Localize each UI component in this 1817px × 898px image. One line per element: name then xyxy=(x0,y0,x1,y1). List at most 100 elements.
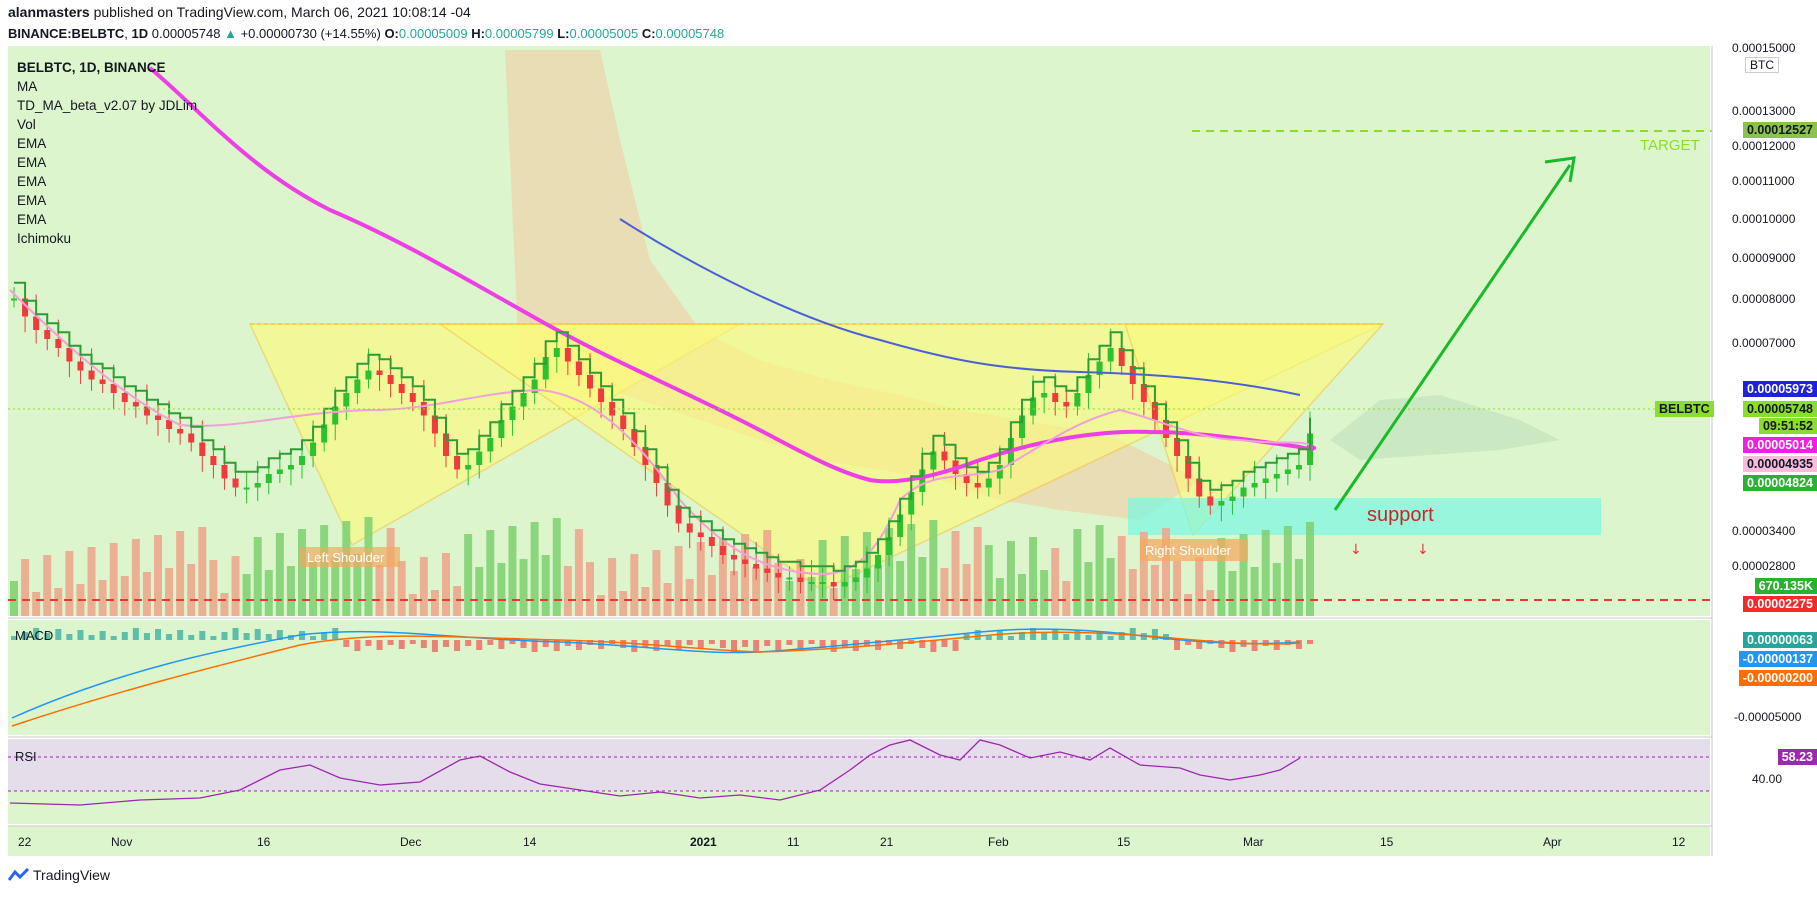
rsi-label[interactable]: RSI xyxy=(15,749,37,764)
legend-item-vol[interactable]: Vol xyxy=(17,117,36,132)
macd-histogram-bar xyxy=(919,640,926,648)
time-tick-label: 14 xyxy=(523,835,537,849)
candle-body xyxy=(332,406,339,425)
price-tick-label: 0.00013000 xyxy=(1732,104,1796,118)
candle-body xyxy=(166,420,173,429)
blue-ema-price-tag: 0.00005973 xyxy=(1742,381,1817,397)
volume-bar xyxy=(165,568,174,616)
volume-bar xyxy=(231,556,240,616)
volume-bar xyxy=(685,579,694,616)
macd-histogram-bar xyxy=(443,640,449,647)
macd-histogram-bar xyxy=(675,640,682,650)
macd-histogram-bar xyxy=(276,630,283,640)
volume-bar xyxy=(951,531,960,616)
candle-body xyxy=(1185,456,1192,479)
macd-histogram-bar xyxy=(387,640,394,645)
volume-bar xyxy=(829,588,838,616)
candle-body xyxy=(1163,420,1169,438)
macd-histogram-bar xyxy=(1019,632,1025,640)
candle-body xyxy=(55,339,62,348)
macd-histogram-bar xyxy=(553,640,560,651)
candle-body xyxy=(819,582,826,584)
candle-body xyxy=(1019,415,1025,438)
candle-body xyxy=(265,474,272,483)
macd-histogram-bar xyxy=(1218,640,1225,648)
support-price-tag: 0.00002275 xyxy=(1742,596,1817,612)
macd-histogram-bar xyxy=(354,640,361,651)
macd-label[interactable]: MACD xyxy=(15,628,54,643)
macd-histogram-bar xyxy=(321,632,328,640)
volume-bar xyxy=(120,576,129,616)
candle-body xyxy=(376,370,383,375)
time-tick-label: 16 xyxy=(257,835,271,849)
legend-item-ichimoku[interactable]: Ichimoku xyxy=(17,231,72,246)
rsi-band xyxy=(8,739,1710,791)
candle-body xyxy=(77,361,84,371)
volume-bar xyxy=(1062,581,1071,616)
candle-body xyxy=(354,379,361,393)
candle-body xyxy=(675,505,682,524)
brand-name[interactable]: TradingView xyxy=(33,867,111,883)
candle-body xyxy=(520,393,527,407)
interval: 1D xyxy=(131,26,149,41)
legend-item-ema[interactable]: EMA xyxy=(17,174,47,189)
macd-histogram-bar xyxy=(33,628,40,640)
legend-title[interactable]: BELBTC, 1D, BINANCE xyxy=(17,60,166,75)
volume-bar xyxy=(32,592,41,616)
currency-unit[interactable]: BTC xyxy=(1745,57,1779,73)
macd-histogram-bar xyxy=(952,640,959,651)
volume-bar xyxy=(851,569,860,616)
legend-item-ma[interactable]: MA xyxy=(17,79,38,94)
volume-bar xyxy=(408,594,417,616)
open-label: O: xyxy=(384,26,399,41)
ichimoku-cloud-bullish xyxy=(1330,395,1560,460)
volume-tag: 670.135K xyxy=(1754,578,1817,594)
macd-histogram-bar xyxy=(974,630,981,640)
candle-body xyxy=(753,564,760,569)
macd-histogram-bar xyxy=(88,635,95,640)
legend-item-ema[interactable]: EMA xyxy=(17,155,47,170)
macd-histogram-bar xyxy=(332,628,339,640)
volume-bar xyxy=(442,553,450,616)
legend-item-ema[interactable]: EMA xyxy=(17,136,47,151)
macd-histogram-bar xyxy=(199,631,206,640)
up-triangle-icon: ▲ xyxy=(224,26,237,41)
down-arrow-icon: ↓ xyxy=(1350,542,1362,558)
macd-pane-background xyxy=(8,620,1710,735)
legend-item-td-ma[interactable]: TD_MA_beta_v2.07 by JDLim xyxy=(17,98,198,113)
candle-body xyxy=(365,370,372,380)
legend-item-ema[interactable]: EMA xyxy=(17,212,47,227)
volume-bar xyxy=(1261,530,1270,616)
candle-body xyxy=(664,483,671,506)
author-name[interactable]: alanmasters xyxy=(8,4,90,20)
volume-bar xyxy=(541,555,550,616)
candle-body xyxy=(398,384,405,393)
candle-body xyxy=(210,456,217,465)
macd-histogram-bar xyxy=(731,640,737,652)
candle-body xyxy=(443,433,449,456)
candle-body xyxy=(465,465,472,470)
candle-body xyxy=(996,465,1003,479)
volume-bar xyxy=(497,563,506,616)
candle-body xyxy=(908,492,915,515)
legend-item-ema[interactable]: EMA xyxy=(17,193,47,208)
candle-body xyxy=(1273,474,1280,479)
macd-histogram-bar xyxy=(1185,640,1192,645)
candle-body xyxy=(155,415,161,420)
candle-body xyxy=(44,330,51,339)
volume-bar xyxy=(1006,541,1015,616)
candle-body xyxy=(531,379,538,393)
volume-bar xyxy=(475,567,484,616)
volume-bar xyxy=(1084,562,1093,616)
candle-body xyxy=(542,357,549,380)
candle-body xyxy=(609,402,616,416)
macd-histogram-bar xyxy=(742,640,749,647)
macd-histogram-bar xyxy=(852,640,859,651)
time-tick-label: 21 xyxy=(880,835,894,849)
macd-histogram-bar xyxy=(686,640,693,645)
candle-body xyxy=(11,298,17,301)
price-tick-label: 0.00010000 xyxy=(1732,212,1796,226)
macd-histogram-bar xyxy=(642,640,649,647)
time-tick-label: 22 xyxy=(18,835,32,849)
